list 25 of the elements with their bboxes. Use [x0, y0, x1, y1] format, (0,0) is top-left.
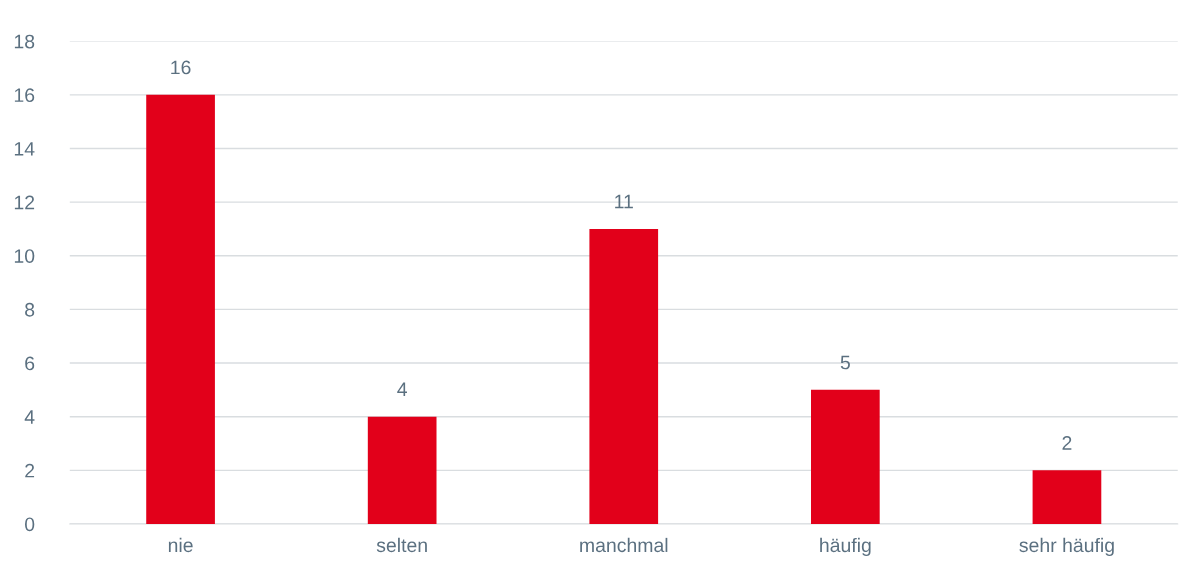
data-label: 11 — [615, 194, 633, 209]
bar — [146, 94, 215, 524]
bar — [589, 228, 659, 524]
bar — [367, 416, 437, 524]
data-label: 2 — [1062, 436, 1072, 450]
y-tick-label: 18 — [14, 34, 35, 49]
x-tick-label: häufig — [820, 537, 871, 556]
y-tick-label: 2 — [25, 463, 35, 478]
y-tick-label: 16 — [14, 88, 35, 103]
y-tick-label: 10 — [14, 249, 35, 263]
x-tick-label: nie — [168, 537, 193, 553]
y-tick-label: 12 — [14, 195, 35, 210]
y-tick-label: 6 — [25, 356, 35, 371]
x-tick-label: sehr häufig — [1019, 537, 1114, 556]
data-label: 16 — [171, 60, 191, 75]
x-tick-label: manchmal — [580, 537, 668, 553]
data-label: 4 — [397, 382, 407, 396]
x-tick-label: selten — [376, 537, 427, 553]
y-tick-label: 14 — [14, 142, 35, 156]
bar — [811, 389, 880, 524]
y-tick-label: 0 — [25, 517, 35, 532]
y-tick-label: 4 — [24, 410, 35, 424]
y-tick-label: 8 — [25, 302, 35, 317]
bar — [1032, 470, 1102, 524]
data-label: 5 — [840, 355, 850, 370]
